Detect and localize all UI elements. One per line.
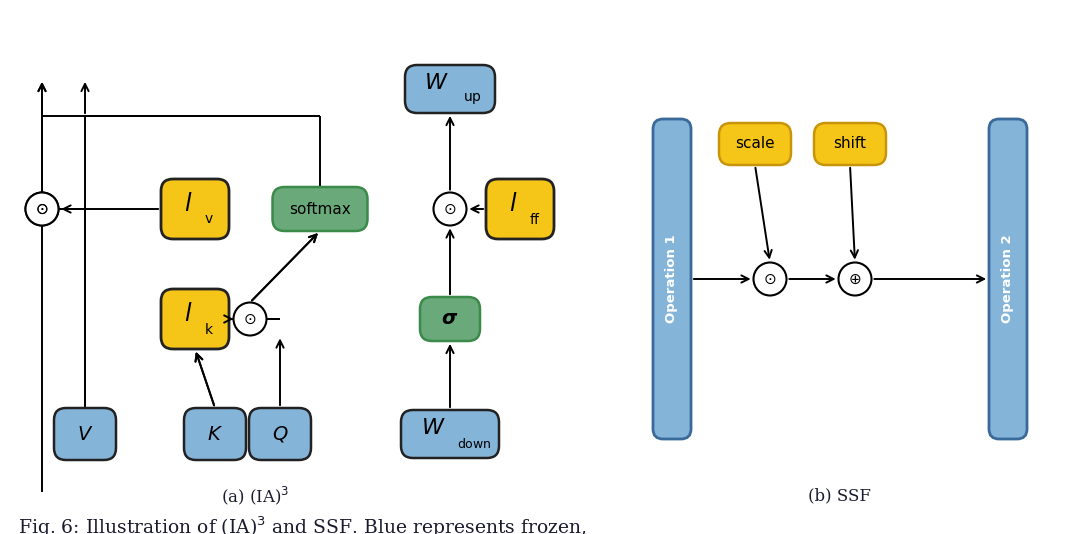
FancyBboxPatch shape: [405, 65, 495, 113]
Text: ⊙: ⊙: [444, 201, 457, 216]
FancyBboxPatch shape: [989, 119, 1027, 439]
Circle shape: [233, 302, 267, 335]
Text: ⊙: ⊙: [36, 201, 49, 216]
Circle shape: [433, 192, 467, 225]
Text: $\mathit{l}$: $\mathit{l}$: [184, 302, 192, 326]
Text: $\mathrm{k}$: $\mathrm{k}$: [204, 321, 214, 336]
FancyBboxPatch shape: [401, 410, 499, 458]
Text: Operation 1: Operation 1: [665, 234, 678, 323]
Text: ⊙: ⊙: [244, 311, 256, 326]
Text: $\mathit{V}$: $\mathit{V}$: [77, 425, 93, 444]
Text: ⊙: ⊙: [764, 271, 777, 287]
Circle shape: [754, 263, 786, 295]
Text: Fig. 6: Illustration of (IA)$^3$ and SSF. Blue represents frozen,
while yellow r: Fig. 6: Illustration of (IA)$^3$ and SSF…: [18, 514, 586, 534]
Circle shape: [838, 263, 872, 295]
Text: scale: scale: [735, 137, 774, 152]
Circle shape: [26, 192, 58, 225]
FancyBboxPatch shape: [719, 123, 791, 165]
FancyBboxPatch shape: [54, 408, 116, 460]
Text: $\mathrm{v}$: $\mathrm{v}$: [204, 212, 214, 226]
Text: shift: shift: [834, 137, 866, 152]
Text: $\mathrm{down}$: $\mathrm{down}$: [457, 437, 491, 451]
Text: $\boldsymbol{\sigma}$: $\boldsymbol{\sigma}$: [442, 310, 459, 328]
Text: ⊙: ⊙: [36, 201, 49, 216]
Text: $\mathit{Q}$: $\mathit{Q}$: [272, 424, 288, 444]
FancyBboxPatch shape: [814, 123, 886, 165]
Text: Operation 2: Operation 2: [1001, 234, 1014, 323]
Text: softmax: softmax: [289, 201, 351, 216]
Text: $\mathit{W}$: $\mathit{W}$: [420, 418, 445, 438]
Text: $\mathit{l}$: $\mathit{l}$: [509, 192, 517, 216]
FancyBboxPatch shape: [420, 297, 480, 341]
Text: $\mathit{K}$: $\mathit{K}$: [207, 425, 224, 444]
Text: (b) SSF: (b) SSF: [809, 488, 872, 505]
Text: ⊕: ⊕: [849, 271, 862, 287]
Text: $\mathit{l}$: $\mathit{l}$: [184, 192, 192, 216]
FancyBboxPatch shape: [653, 119, 691, 439]
Circle shape: [26, 192, 58, 225]
FancyBboxPatch shape: [249, 408, 311, 460]
FancyBboxPatch shape: [161, 289, 229, 349]
FancyBboxPatch shape: [161, 179, 229, 239]
FancyBboxPatch shape: [184, 408, 246, 460]
Text: $\mathrm{ff}$: $\mathrm{ff}$: [529, 211, 541, 226]
Text: (a) (IA)$^3$: (a) (IA)$^3$: [220, 485, 289, 507]
Text: $\mathrm{up}$: $\mathrm{up}$: [462, 91, 482, 106]
Text: $\mathit{W}$: $\mathit{W}$: [423, 73, 448, 93]
FancyBboxPatch shape: [486, 179, 554, 239]
FancyBboxPatch shape: [272, 187, 367, 231]
